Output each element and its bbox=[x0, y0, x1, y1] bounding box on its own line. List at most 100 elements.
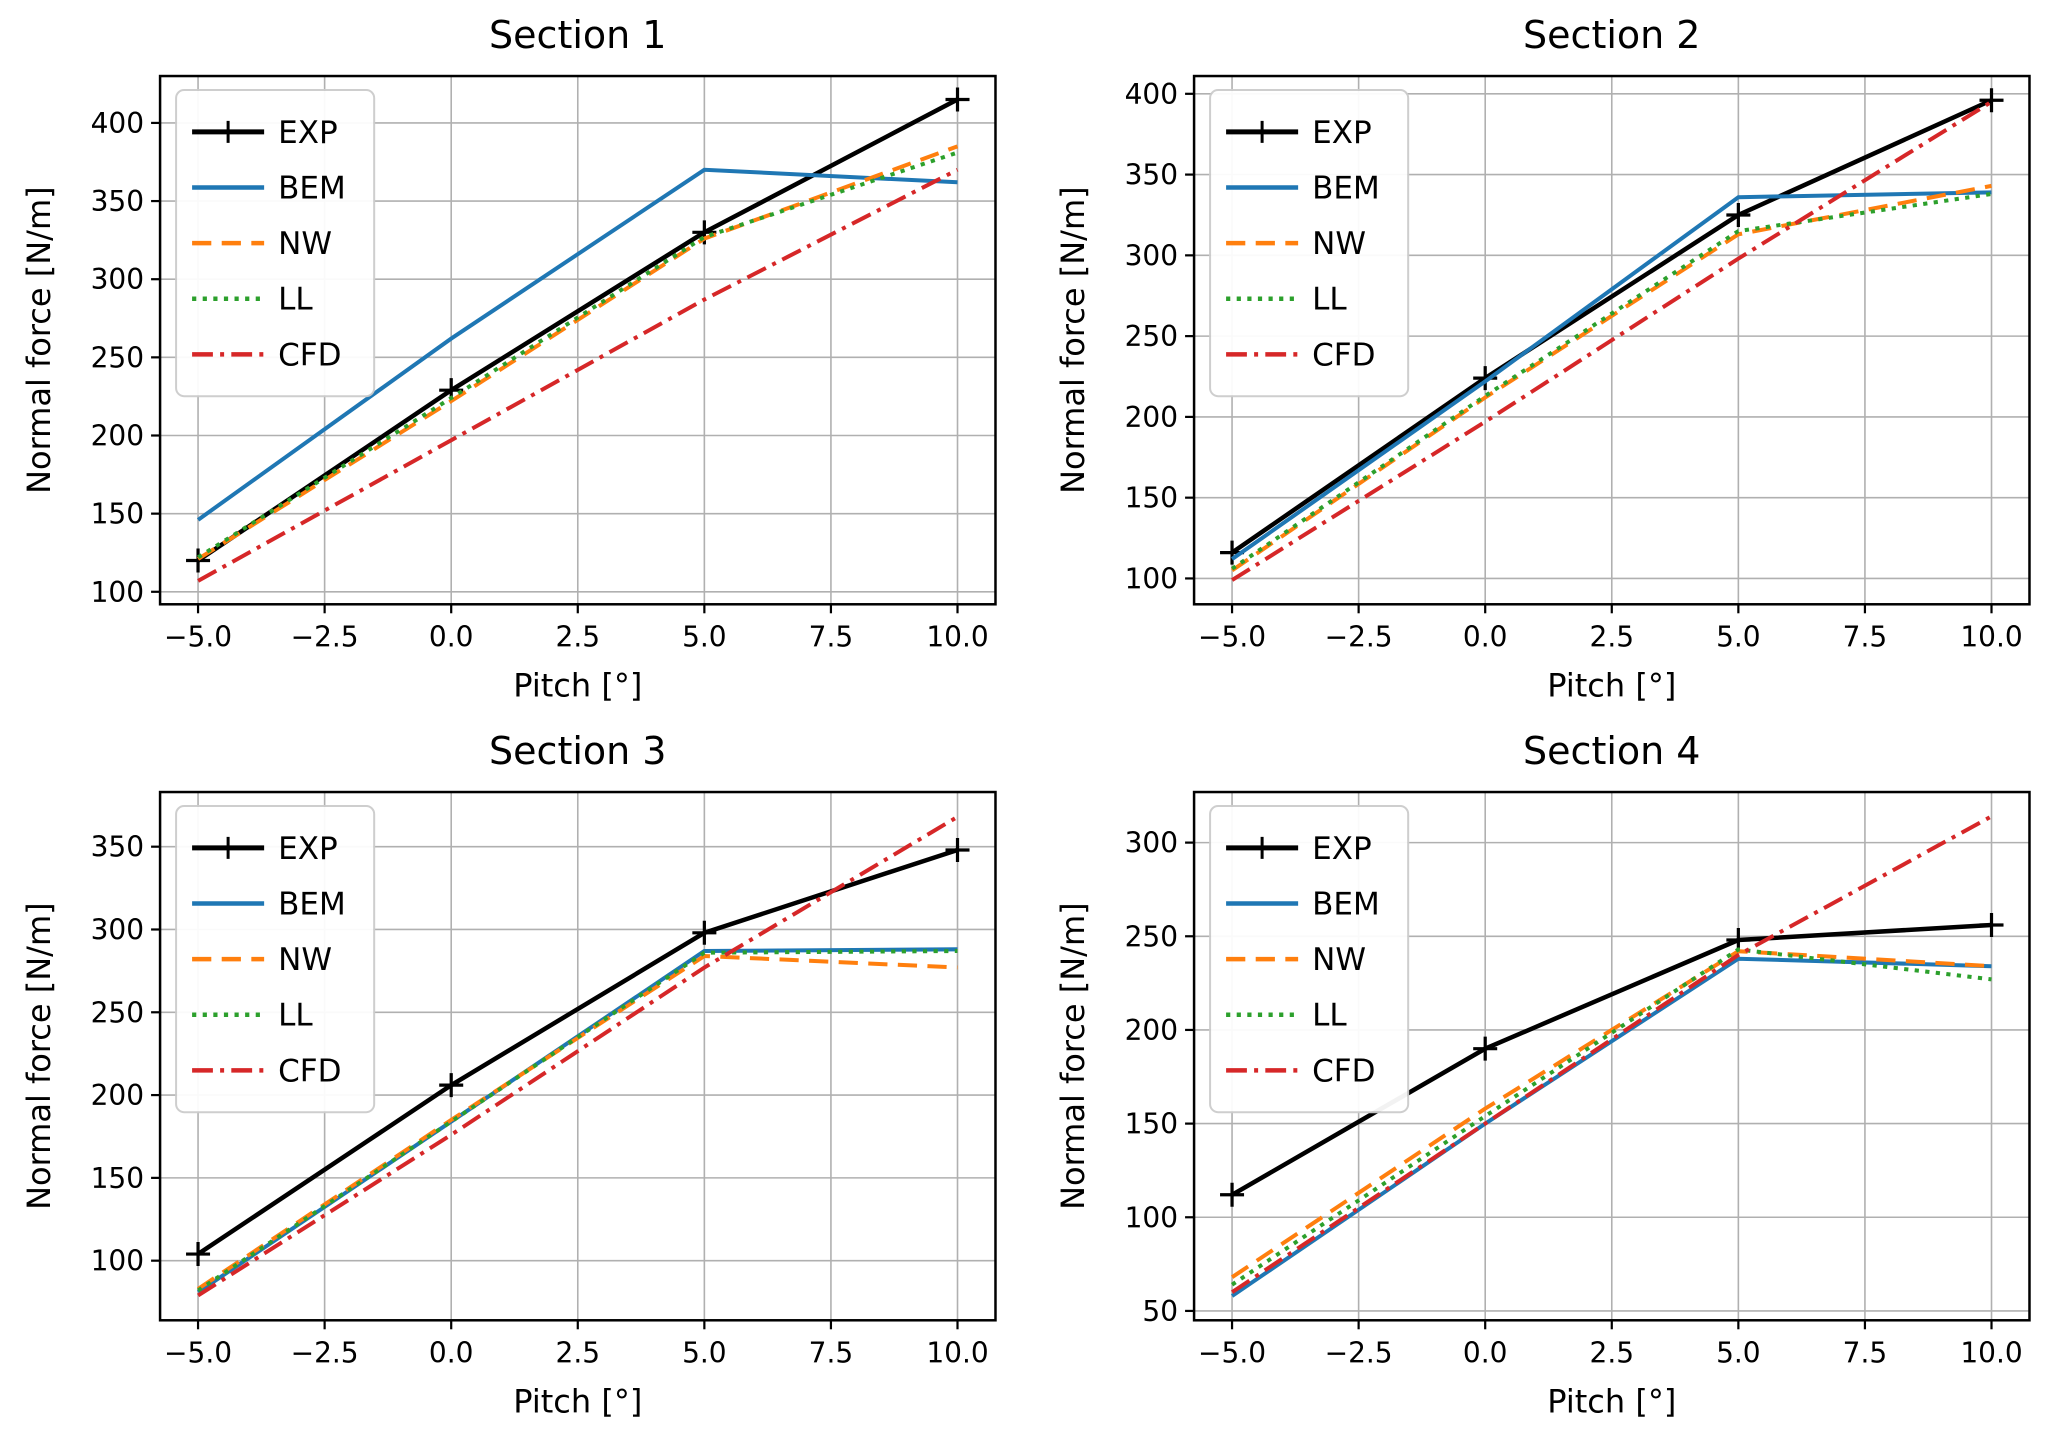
y-tick-label: 350 bbox=[91, 185, 144, 218]
chart-svg-section-2: −5.0 −2.5 0.0 2.5 5.0 7.5 10.0 100 150 200 250 300 3… bbox=[1034, 0, 2067, 716]
x-tick-label: 0.0 bbox=[429, 620, 474, 653]
x-tick-label: 5.0 bbox=[682, 620, 727, 653]
chart-svg-section-4: −5.0 −2.5 0.0 2.5 5.0 7.5 10.0 50 100 150 200 250 30… bbox=[1034, 716, 2067, 1432]
legend-label-EXP: EXP bbox=[1312, 831, 1372, 867]
x-tick-label: 2.5 bbox=[556, 620, 601, 653]
x-tick-label: 7.5 bbox=[809, 620, 854, 653]
legend-label-LL: LL bbox=[1312, 282, 1347, 318]
y-tick-label: 250 bbox=[1124, 320, 1177, 353]
x-tick-label: −2.5 bbox=[291, 620, 359, 653]
legend-label-NW: NW bbox=[278, 226, 332, 262]
x-tick-label: −2.5 bbox=[291, 1337, 359, 1370]
y-tick-label: 250 bbox=[91, 341, 144, 374]
x-tick-label: 7.5 bbox=[809, 1337, 854, 1370]
y-tick-label: 100 bbox=[1124, 1202, 1177, 1235]
chart-title: Section 3 bbox=[489, 729, 666, 773]
legend: EXP BEM NW LL CFD bbox=[176, 90, 374, 396]
y-tick-label: 350 bbox=[91, 831, 144, 864]
y-axis-label: Normal force [N/m] bbox=[20, 186, 58, 494]
chart-section-3: −5.0 −2.5 0.0 2.5 5.0 7.5 10.0 100 150 200 250 300 3… bbox=[0, 716, 1034, 1432]
legend-label-CFD: CFD bbox=[1312, 1054, 1375, 1090]
y-tick-label: 250 bbox=[1124, 921, 1177, 954]
x-tick-label: −5.0 bbox=[164, 620, 232, 653]
y-tick-label: 350 bbox=[1124, 159, 1177, 192]
y-tick-label: 400 bbox=[91, 107, 144, 140]
x-tick-label: −5.0 bbox=[1198, 620, 1266, 653]
x-tick-label: −5.0 bbox=[164, 1337, 232, 1370]
x-tick-label: 10.0 bbox=[1960, 620, 2022, 653]
y-tick-label: 100 bbox=[91, 1245, 144, 1278]
x-axis-label: Pitch [°] bbox=[513, 1383, 642, 1421]
y-tick-label: 150 bbox=[1124, 1108, 1177, 1141]
y-tick-label: 300 bbox=[1124, 827, 1177, 860]
y-tick-label: 200 bbox=[91, 420, 144, 453]
y-tick-label: 150 bbox=[1124, 482, 1177, 515]
legend: EXP BEM NW LL CFD bbox=[1210, 90, 1408, 396]
y-tick-label: 300 bbox=[91, 914, 144, 947]
legend-label-LL: LL bbox=[278, 998, 313, 1034]
legend-label-BEM: BEM bbox=[278, 170, 346, 206]
x-tick-label: 2.5 bbox=[1589, 1337, 1634, 1370]
y-tick-label: 250 bbox=[91, 997, 144, 1030]
y-tick-label: 200 bbox=[1124, 1014, 1177, 1047]
chart-background bbox=[1034, 0, 2067, 716]
y-tick-label: 150 bbox=[91, 1162, 144, 1195]
chart-title: Section 4 bbox=[1523, 729, 1700, 773]
legend-label-NW: NW bbox=[278, 942, 332, 978]
legend: EXP BEM NW LL CFD bbox=[176, 806, 374, 1112]
x-axis-label: Pitch [°] bbox=[1547, 1383, 1676, 1421]
x-tick-label: 0.0 bbox=[429, 1337, 474, 1370]
x-tick-label: 10.0 bbox=[926, 620, 988, 653]
legend-label-BEM: BEM bbox=[1312, 887, 1380, 923]
y-tick-label: 200 bbox=[1124, 401, 1177, 434]
legend-label-NW: NW bbox=[1312, 942, 1366, 978]
x-tick-label: 2.5 bbox=[556, 1337, 601, 1370]
legend-label-EXP: EXP bbox=[278, 831, 338, 867]
legend-label-NW: NW bbox=[1312, 226, 1366, 262]
y-axis-label: Normal force [N/m] bbox=[20, 903, 58, 1211]
legend-label-CFD: CFD bbox=[1312, 337, 1375, 373]
legend: EXP BEM NW LL CFD bbox=[1210, 806, 1408, 1112]
chart-svg-section-3: −5.0 −2.5 0.0 2.5 5.0 7.5 10.0 100 150 200 250 300 3… bbox=[0, 716, 1034, 1432]
y-tick-label: 100 bbox=[1124, 562, 1177, 595]
x-axis-label: Pitch [°] bbox=[513, 666, 642, 704]
x-tick-label: −5.0 bbox=[1198, 1337, 1266, 1370]
x-tick-label: 5.0 bbox=[1716, 1337, 1761, 1370]
chart-section-4: −5.0 −2.5 0.0 2.5 5.0 7.5 10.0 50 100 150 200 250 30… bbox=[1034, 716, 2067, 1432]
y-tick-label: 300 bbox=[1124, 239, 1177, 272]
y-tick-label: 50 bbox=[1142, 1295, 1178, 1328]
legend-label-CFD: CFD bbox=[278, 337, 341, 373]
legend-label-BEM: BEM bbox=[1312, 170, 1380, 206]
y-tick-label: 400 bbox=[1124, 78, 1177, 111]
chart-background bbox=[0, 716, 1034, 1432]
chart-title: Section 1 bbox=[489, 13, 666, 57]
x-tick-label: 7.5 bbox=[1842, 620, 1887, 653]
legend-label-EXP: EXP bbox=[1312, 115, 1372, 151]
x-tick-label: −2.5 bbox=[1324, 1337, 1392, 1370]
y-axis-label: Normal force [N/m] bbox=[1054, 903, 1092, 1211]
x-tick-label: 7.5 bbox=[1842, 1337, 1887, 1370]
x-axis-label: Pitch [°] bbox=[1547, 666, 1676, 704]
chart-title: Section 2 bbox=[1523, 13, 1700, 57]
y-axis-label: Normal force [N/m] bbox=[1054, 186, 1092, 494]
chart-section-2: −5.0 −2.5 0.0 2.5 5.0 7.5 10.0 100 150 200 250 300 3… bbox=[1034, 0, 2067, 716]
y-tick-label: 100 bbox=[91, 576, 144, 609]
legend-label-EXP: EXP bbox=[278, 115, 338, 151]
x-tick-label: 2.5 bbox=[1589, 620, 1634, 653]
y-tick-label: 200 bbox=[91, 1079, 144, 1112]
legend-label-LL: LL bbox=[278, 282, 313, 318]
x-tick-label: 5.0 bbox=[682, 1337, 727, 1370]
x-tick-label: −2.5 bbox=[1324, 620, 1392, 653]
legend-label-CFD: CFD bbox=[278, 1054, 341, 1090]
x-tick-label: 10.0 bbox=[1960, 1337, 2022, 1370]
legend-label-BEM: BEM bbox=[278, 887, 346, 923]
x-tick-label: 10.0 bbox=[926, 1337, 988, 1370]
legend-label-LL: LL bbox=[1312, 998, 1347, 1034]
x-tick-label: 0.0 bbox=[1462, 1337, 1507, 1370]
x-tick-label: 0.0 bbox=[1462, 620, 1507, 653]
y-tick-label: 150 bbox=[91, 498, 144, 531]
x-tick-label: 5.0 bbox=[1716, 620, 1761, 653]
